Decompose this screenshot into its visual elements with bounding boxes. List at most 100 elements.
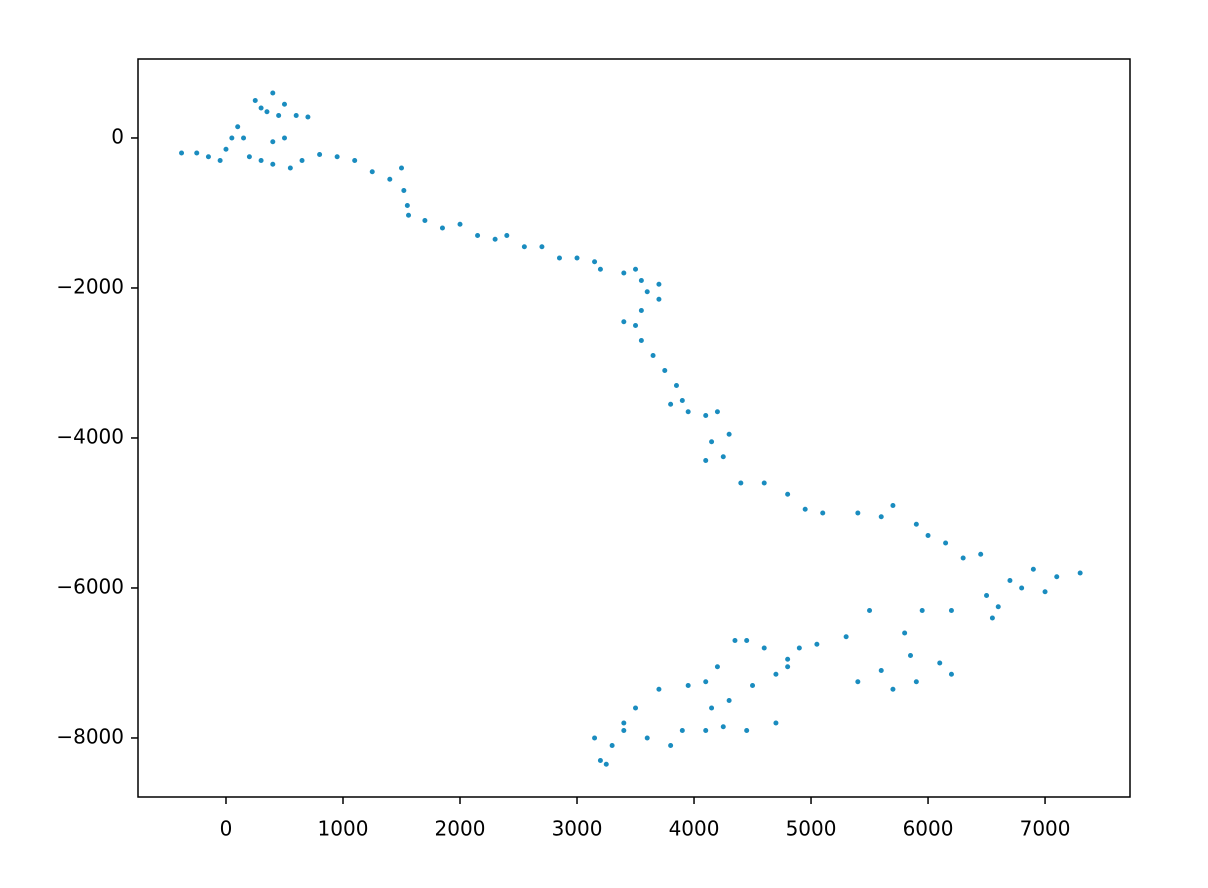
point xyxy=(785,491,791,497)
point xyxy=(867,607,873,613)
point xyxy=(574,255,580,261)
point xyxy=(223,146,229,152)
point xyxy=(281,101,287,107)
point xyxy=(1077,570,1083,576)
point xyxy=(679,727,685,733)
point xyxy=(229,135,235,141)
point xyxy=(539,244,545,250)
point xyxy=(475,232,481,238)
point xyxy=(404,202,410,208)
y-tick-label: −6000 xyxy=(56,574,124,598)
point xyxy=(679,397,685,403)
point xyxy=(603,761,609,767)
point xyxy=(457,221,463,227)
point xyxy=(633,705,639,711)
point xyxy=(597,757,603,763)
x-tick-label: 4000 xyxy=(669,817,720,841)
point xyxy=(621,270,627,276)
point xyxy=(281,135,287,141)
point xyxy=(878,667,884,673)
point xyxy=(592,735,598,741)
point xyxy=(258,105,264,111)
point xyxy=(948,671,954,677)
point xyxy=(855,679,861,685)
point xyxy=(270,161,276,167)
plot-frame xyxy=(137,58,1131,798)
point xyxy=(656,281,662,287)
point xyxy=(556,255,562,261)
point xyxy=(621,319,627,325)
point xyxy=(656,296,662,302)
point xyxy=(644,735,650,741)
point xyxy=(890,502,896,508)
point xyxy=(720,454,726,460)
point xyxy=(246,154,252,160)
point xyxy=(750,682,756,688)
point xyxy=(984,592,990,598)
point xyxy=(492,236,498,242)
point xyxy=(287,165,293,171)
point xyxy=(703,679,709,685)
point xyxy=(738,480,744,486)
point xyxy=(913,679,919,685)
point xyxy=(621,720,627,726)
point xyxy=(317,151,323,157)
point xyxy=(668,742,674,748)
point xyxy=(668,401,674,407)
point xyxy=(714,409,720,415)
point xyxy=(638,337,644,343)
point xyxy=(960,555,966,561)
point xyxy=(179,150,185,156)
point xyxy=(709,439,715,445)
y-tick-label: −2000 xyxy=(56,274,124,298)
point xyxy=(878,514,884,520)
point xyxy=(644,289,650,295)
x-tick-label: 2000 xyxy=(435,817,486,841)
point xyxy=(387,176,393,182)
point xyxy=(194,150,200,156)
point xyxy=(890,686,896,692)
point xyxy=(761,480,767,486)
point xyxy=(714,664,720,670)
point xyxy=(235,124,241,130)
point xyxy=(785,664,791,670)
point xyxy=(913,521,919,527)
y-tick-label: 0 xyxy=(111,124,124,148)
point xyxy=(521,244,527,250)
point xyxy=(597,266,603,272)
point xyxy=(855,510,861,516)
point xyxy=(925,532,931,538)
point xyxy=(937,660,943,666)
point xyxy=(399,165,405,171)
point xyxy=(422,217,428,223)
point xyxy=(1042,589,1048,595)
point xyxy=(609,742,615,748)
point xyxy=(673,382,679,388)
point xyxy=(902,630,908,636)
point xyxy=(773,671,779,677)
x-tick-label: 6000 xyxy=(903,817,954,841)
point xyxy=(406,212,412,218)
point xyxy=(709,705,715,711)
point xyxy=(726,697,732,703)
point xyxy=(270,139,276,145)
point xyxy=(305,114,311,120)
point xyxy=(276,112,282,118)
point xyxy=(401,187,407,193)
point xyxy=(1054,574,1060,580)
x-tick-label: 5000 xyxy=(786,817,837,841)
point xyxy=(919,607,925,613)
point xyxy=(744,637,750,643)
x-tick-label: 0 xyxy=(220,817,233,841)
point xyxy=(703,412,709,418)
x-tick-label: 1000 xyxy=(318,817,369,841)
point xyxy=(802,506,808,512)
point xyxy=(761,645,767,651)
point xyxy=(504,232,510,238)
point xyxy=(820,510,826,516)
point xyxy=(732,637,738,643)
point xyxy=(293,112,299,118)
point xyxy=(1007,577,1013,583)
point xyxy=(633,322,639,328)
